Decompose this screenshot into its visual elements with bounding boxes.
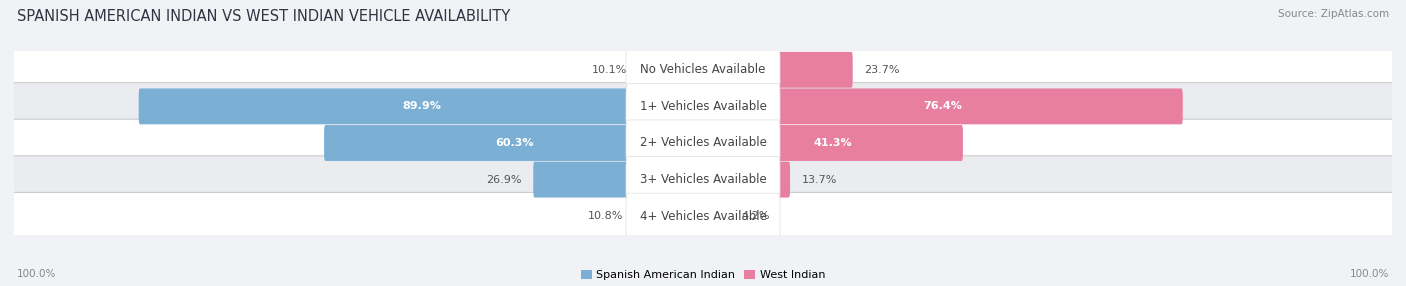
FancyBboxPatch shape (638, 52, 704, 88)
Text: 26.9%: 26.9% (486, 175, 522, 184)
Text: No Vehicles Available: No Vehicles Available (640, 63, 766, 76)
FancyBboxPatch shape (626, 83, 780, 130)
FancyBboxPatch shape (13, 46, 1393, 94)
Text: 10.1%: 10.1% (592, 65, 627, 75)
Text: 23.7%: 23.7% (863, 65, 900, 75)
FancyBboxPatch shape (634, 198, 704, 234)
Text: SPANISH AMERICAN INDIAN VS WEST INDIAN VEHICLE AVAILABILITY: SPANISH AMERICAN INDIAN VS WEST INDIAN V… (17, 9, 510, 23)
FancyBboxPatch shape (702, 88, 1182, 124)
FancyBboxPatch shape (626, 120, 780, 166)
Text: 13.7%: 13.7% (801, 175, 837, 184)
FancyBboxPatch shape (702, 162, 790, 198)
FancyBboxPatch shape (626, 193, 780, 239)
FancyBboxPatch shape (702, 198, 731, 234)
Text: 4.2%: 4.2% (742, 211, 770, 221)
Text: 3+ Vehicles Available: 3+ Vehicles Available (640, 173, 766, 186)
Text: 2+ Vehicles Available: 2+ Vehicles Available (640, 136, 766, 150)
FancyBboxPatch shape (626, 47, 780, 93)
Text: 41.3%: 41.3% (813, 138, 852, 148)
FancyBboxPatch shape (13, 119, 1393, 167)
Text: 100.0%: 100.0% (1350, 269, 1389, 279)
FancyBboxPatch shape (139, 88, 704, 124)
FancyBboxPatch shape (13, 156, 1393, 203)
FancyBboxPatch shape (702, 52, 852, 88)
Legend: Spanish American Indian, West Indian: Spanish American Indian, West Indian (581, 270, 825, 281)
Text: 100.0%: 100.0% (17, 269, 56, 279)
FancyBboxPatch shape (13, 83, 1393, 130)
Text: 10.8%: 10.8% (588, 211, 623, 221)
FancyBboxPatch shape (533, 162, 704, 198)
Text: 4+ Vehicles Available: 4+ Vehicles Available (640, 210, 766, 223)
Text: Source: ZipAtlas.com: Source: ZipAtlas.com (1278, 9, 1389, 19)
FancyBboxPatch shape (323, 125, 704, 161)
FancyBboxPatch shape (13, 192, 1393, 240)
Text: 89.9%: 89.9% (402, 102, 441, 111)
FancyBboxPatch shape (702, 125, 963, 161)
Text: 1+ Vehicles Available: 1+ Vehicles Available (640, 100, 766, 113)
Text: 76.4%: 76.4% (922, 102, 962, 111)
Text: 60.3%: 60.3% (495, 138, 533, 148)
FancyBboxPatch shape (626, 156, 780, 203)
